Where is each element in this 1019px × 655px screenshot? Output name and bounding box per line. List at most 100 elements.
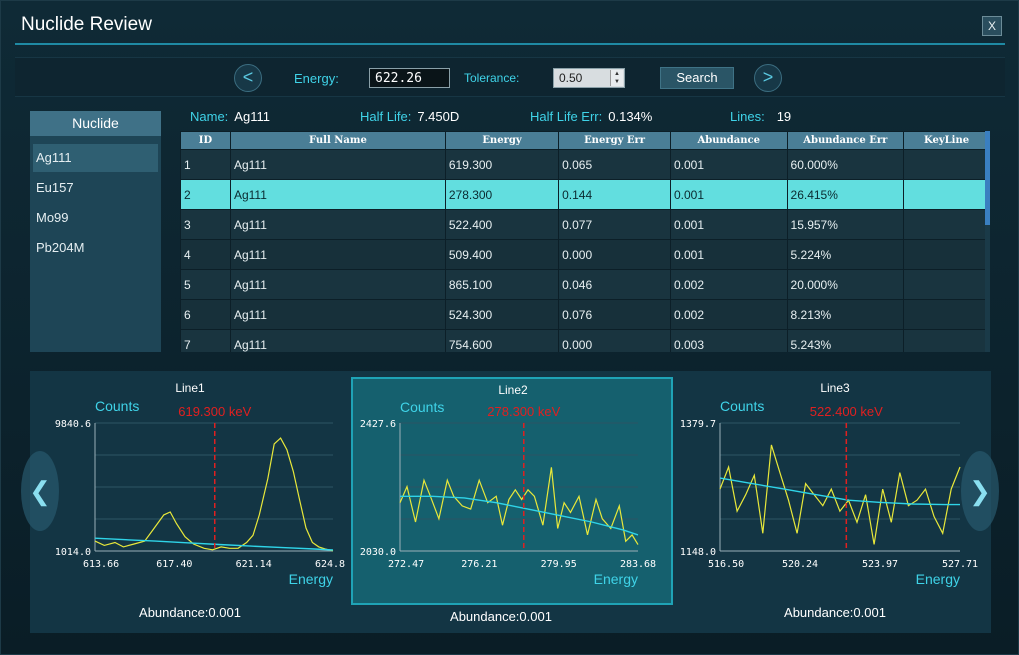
x-tick-label: 527.71 (942, 559, 978, 570)
cell-energy: 522.400 (444, 209, 560, 240)
tolerance-spinbox[interactable]: 0.50 ▲ ▼ (553, 68, 625, 88)
nuclide-item-eu157[interactable]: Eu157 (36, 180, 74, 195)
search-bar: < Energy: Tolerance: 0.50 ▲ ▼ Search > (15, 57, 1005, 97)
column-header-abundance[interactable]: Abundance (669, 131, 788, 150)
column-header-keyline[interactable]: KeyLine (903, 131, 990, 150)
cell-keyline (903, 209, 990, 240)
cell-abundance: 0.001 (669, 149, 788, 180)
chart-card-line2[interactable]: Line2 Counts 2427.6 2030.0 272.47 276.21 279.9… (351, 377, 673, 605)
next-result-button[interactable]: > (754, 64, 782, 92)
column-header-energy-err[interactable]: Energy Err (558, 131, 671, 150)
y-tick-label: 2427.6 (360, 419, 396, 430)
abundance-text: Abundance:0.001 (450, 609, 552, 624)
nuclide-item-mo99[interactable]: Mo99 (36, 210, 69, 225)
column-header-energy[interactable]: Energy (444, 131, 560, 150)
halflife-err-value: 0.134% (608, 109, 653, 124)
table-row[interactable]: 3 Ag111 522.400 0.077 0.001 15.957% (180, 209, 990, 240)
cell-id: 6 (180, 299, 231, 330)
table-row[interactable]: 7 Ag111 754.600 0.000 0.003 5.243% (180, 329, 990, 352)
lines-label: Lines: (730, 109, 765, 124)
cell-id: 1 (180, 149, 231, 180)
y-axis-label: Counts (400, 399, 444, 415)
chart-title: Line3 (820, 381, 850, 395)
y-tick-label: 2030.0 (360, 547, 396, 558)
window-title: Nuclide Review (21, 14, 152, 35)
x-tick-label: 621.14 (236, 559, 272, 570)
title-bar: Nuclide Review X (1, 1, 1019, 45)
cell-keyline (903, 149, 990, 180)
halflife-label: Half Life: (360, 109, 412, 124)
cell-abundance-err: 5.243% (786, 329, 905, 352)
spectrum-line (719, 444, 961, 545)
abundance-text: Abundance:0.001 (139, 605, 241, 620)
table-header-row: ID Full Name Energy Energy Err Abundance… (180, 131, 990, 150)
x-tick-label: 276.21 (461, 559, 497, 570)
column-header-abundance-err[interactable]: Abundance Err (786, 131, 905, 150)
table-row[interactable]: 6 Ag111 524.300 0.076 0.002 8.213% (180, 299, 990, 330)
info-halflife: Half Life: 7.450D (360, 109, 459, 127)
table-row[interactable]: 5 Ag111 865.100 0.046 0.002 20.000% (180, 269, 990, 300)
nuclide-item-pb204m[interactable]: Pb204M (36, 240, 85, 255)
lines-value: 19 (776, 109, 792, 124)
cell-id: 4 (180, 239, 231, 270)
spin-down-icon[interactable]: ▼ (610, 78, 623, 86)
column-header-full-name[interactable]: Full Name (229, 131, 446, 150)
x-tick-label: 617.40 (156, 559, 192, 570)
x-tick-label: 516.50 (708, 559, 744, 570)
cell-abundance-err: 20.000% (786, 269, 905, 300)
cell-abundance: 0.001 (669, 209, 788, 240)
cell-energy: 865.100 (444, 269, 560, 300)
chart-card-line1[interactable]: Line1 Counts 9840.6 1014.0 613.66 617.40 621.1… (35, 371, 345, 633)
nuclide-list-panel: Nuclide Ag111 Eu157 Mo99 Pb204M (30, 111, 161, 352)
x-axis-label: Energy (289, 571, 333, 587)
x-tick-label: 520.24 (782, 559, 818, 570)
x-tick-label: 279.95 (541, 559, 577, 570)
cell-energy-err: 0.000 (558, 329, 671, 352)
energy-marker-label: 278.300 keV (487, 404, 560, 419)
spin-up-icon[interactable]: ▲ (610, 70, 623, 78)
nuclide-list-header: Nuclide (30, 111, 161, 136)
table-scrollbar-thumb[interactable] (985, 131, 990, 225)
cell-abundance-err: 8.213% (786, 299, 905, 330)
column-header-id[interactable]: ID (180, 131, 231, 150)
tolerance-label: Tolerance: (464, 71, 520, 85)
table-row[interactable]: 2 Ag111 278.300 0.144 0.001 26.415% (180, 179, 990, 210)
y-tick-label: 1379.7 (680, 419, 716, 430)
x-tick-label: 613.66 (83, 559, 119, 570)
abundance-text: Abundance:0.001 (784, 605, 886, 620)
cell-abundance: 0.002 (669, 299, 788, 330)
cell-abundance: 0.001 (669, 239, 788, 270)
charts-next-button[interactable]: ❯ (961, 451, 999, 531)
close-button[interactable]: X (982, 16, 1002, 36)
prev-result-button[interactable]: < (234, 64, 262, 92)
x-tick-label: 283.68 (620, 559, 656, 570)
title-divider (15, 43, 1005, 45)
search-button[interactable]: Search (660, 67, 734, 89)
chart-card-line3[interactable]: Line3 Counts 1379.7 1148.0 516.50 520.24 523.9… (680, 371, 990, 633)
cell-energy: 278.300 (444, 179, 560, 210)
cell-abundance: 0.001 (669, 179, 788, 210)
cell-energy-err: 0.000 (558, 239, 671, 270)
nuclide-item-ag111[interactable]: Ag111 (33, 144, 158, 172)
cell-energy: 754.600 (444, 329, 560, 352)
cell-abundance-err: 5.224% (786, 239, 905, 270)
cell-id: 2 (180, 179, 231, 210)
cell-full-name: Ag111 (229, 239, 446, 270)
x-axis-label: Energy (594, 571, 638, 587)
energy-input[interactable] (369, 68, 450, 88)
charts-prev-button[interactable]: ❮ (21, 451, 59, 531)
table-row[interactable]: 4 Ag111 509.400 0.000 0.001 5.224% (180, 239, 990, 270)
info-halflife-err: Half Life Err: 0.134% (530, 109, 652, 127)
cell-energy: 619.300 (444, 149, 560, 180)
y-tick-label: 9840.6 (55, 419, 91, 430)
halflife-value: 7.450D (417, 109, 460, 124)
cell-abundance-err: 26.415% (786, 179, 905, 210)
cell-energy-err: 0.076 (558, 299, 671, 330)
x-axis-label: Energy (916, 571, 960, 587)
x-tick-label: 523.97 (862, 559, 898, 570)
table-scrollbar[interactable] (985, 131, 990, 352)
cell-abundance: 0.002 (669, 269, 788, 300)
table-row[interactable]: 1 Ag111 619.300 0.065 0.001 60.000% (180, 149, 990, 180)
